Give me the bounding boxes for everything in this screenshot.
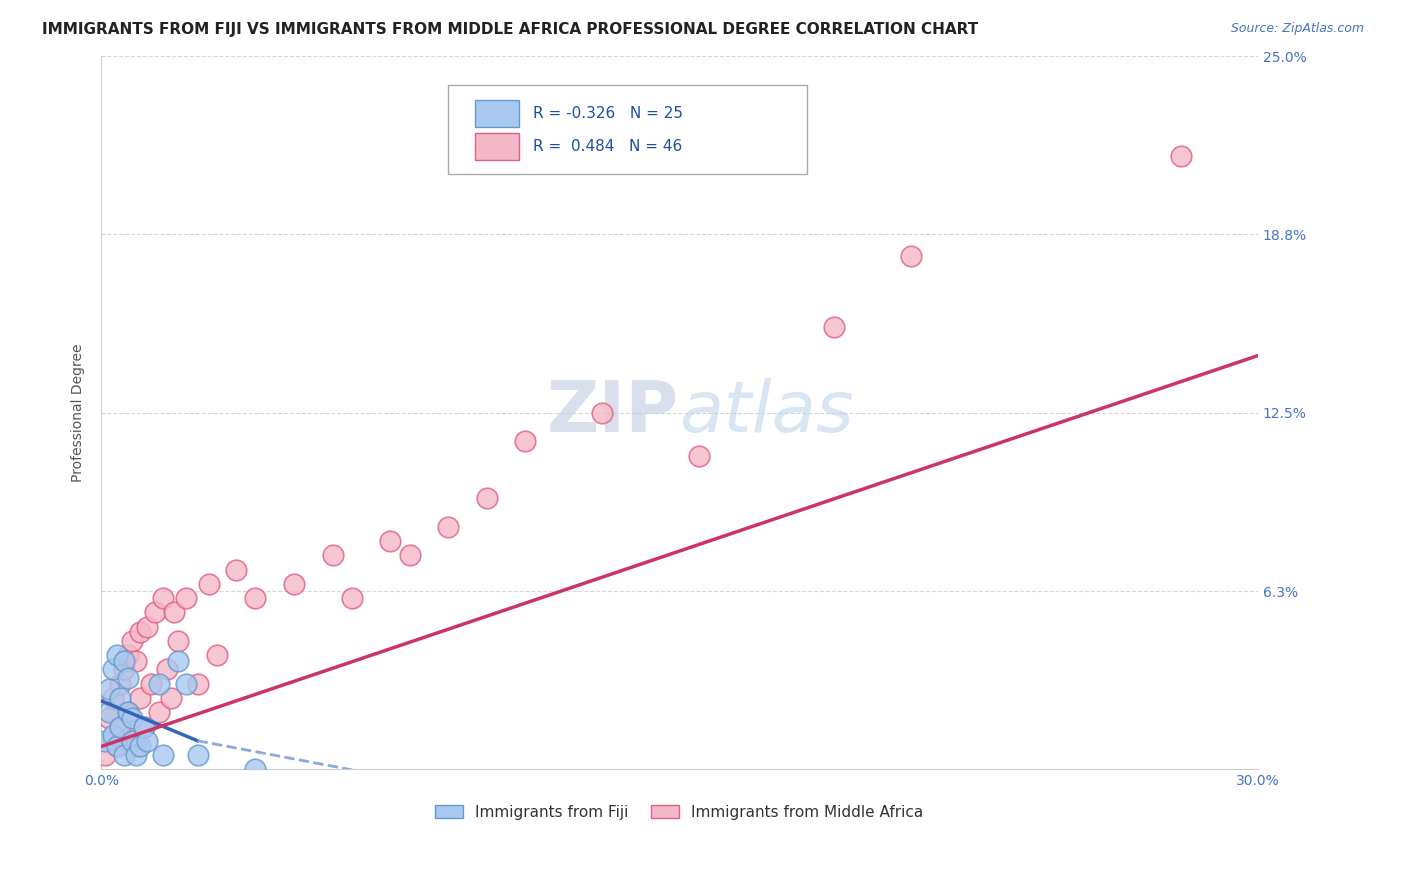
Point	[132, 719, 155, 733]
Point	[900, 249, 922, 263]
Point	[321, 549, 343, 563]
Point	[112, 733, 135, 747]
Point	[591, 406, 613, 420]
Point	[225, 563, 247, 577]
Point	[156, 663, 179, 677]
Point	[163, 606, 186, 620]
Point	[245, 591, 267, 606]
Point	[380, 534, 402, 549]
Point	[515, 434, 537, 449]
Point	[105, 739, 128, 754]
Point	[112, 654, 135, 668]
Point	[125, 654, 148, 668]
Point	[143, 606, 166, 620]
Point	[437, 520, 460, 534]
Point	[152, 591, 174, 606]
Point	[121, 733, 143, 747]
Point	[283, 577, 305, 591]
Point	[136, 733, 159, 747]
Point	[117, 705, 139, 719]
Point	[125, 747, 148, 762]
Point	[1170, 149, 1192, 163]
Legend: Immigrants from Fiji, Immigrants from Middle Africa: Immigrants from Fiji, Immigrants from Mi…	[429, 798, 929, 826]
Point	[110, 719, 132, 733]
Point	[128, 739, 150, 754]
Text: R = -0.326   N = 25: R = -0.326 N = 25	[533, 106, 682, 120]
Point	[94, 747, 117, 762]
Point	[105, 648, 128, 663]
Point	[475, 491, 498, 506]
Point	[121, 634, 143, 648]
FancyBboxPatch shape	[449, 85, 807, 174]
FancyBboxPatch shape	[475, 133, 519, 161]
Point	[128, 691, 150, 706]
Text: ZIP: ZIP	[547, 378, 679, 447]
Point	[110, 691, 132, 706]
FancyBboxPatch shape	[475, 100, 519, 127]
Point	[110, 677, 132, 691]
Point	[117, 671, 139, 685]
Point	[159, 691, 181, 706]
Text: R =  0.484   N = 46: R = 0.484 N = 46	[533, 139, 682, 154]
Point	[97, 705, 120, 719]
Point	[101, 728, 124, 742]
Point	[245, 762, 267, 776]
Point	[132, 719, 155, 733]
Point	[101, 733, 124, 747]
Point	[121, 728, 143, 742]
Point	[174, 591, 197, 606]
Point	[823, 320, 845, 334]
Point	[148, 705, 170, 719]
Point	[105, 739, 128, 754]
Point	[97, 711, 120, 725]
Point	[112, 747, 135, 762]
Point	[205, 648, 228, 663]
Point	[148, 677, 170, 691]
Point	[112, 663, 135, 677]
Point	[198, 577, 221, 591]
Point	[128, 625, 150, 640]
Point	[152, 747, 174, 762]
Point	[136, 620, 159, 634]
Text: IMMIGRANTS FROM FIJI VS IMMIGRANTS FROM MIDDLE AFRICA PROFESSIONAL DEGREE CORREL: IMMIGRANTS FROM FIJI VS IMMIGRANTS FROM …	[42, 22, 979, 37]
Point	[97, 682, 120, 697]
Text: Source: ZipAtlas.com: Source: ZipAtlas.com	[1230, 22, 1364, 36]
Text: atlas: atlas	[679, 378, 853, 447]
Point	[121, 711, 143, 725]
Point	[187, 747, 209, 762]
Point	[117, 648, 139, 663]
Point	[167, 654, 190, 668]
Point	[398, 549, 420, 563]
Point	[125, 739, 148, 754]
Point	[174, 677, 197, 691]
Point	[101, 663, 124, 677]
Point	[94, 733, 117, 747]
Point	[141, 677, 163, 691]
Point	[101, 691, 124, 706]
Point	[117, 705, 139, 719]
Point	[167, 634, 190, 648]
Point	[110, 719, 132, 733]
Y-axis label: Professional Degree: Professional Degree	[72, 343, 86, 482]
Point	[340, 591, 363, 606]
Point	[688, 449, 710, 463]
Point	[187, 677, 209, 691]
